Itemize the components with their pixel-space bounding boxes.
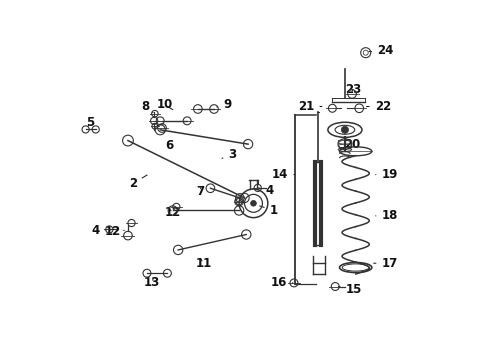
Text: 17: 17	[373, 257, 397, 270]
Text: 24: 24	[368, 44, 393, 57]
Text: 1: 1	[259, 204, 277, 217]
Text: 20: 20	[338, 138, 360, 150]
Text: 3: 3	[222, 148, 236, 161]
Circle shape	[341, 126, 348, 134]
Text: 15: 15	[338, 283, 361, 296]
Text: 9: 9	[216, 98, 231, 111]
Text: 5: 5	[86, 116, 94, 129]
Circle shape	[250, 201, 256, 206]
Text: 6: 6	[165, 139, 174, 152]
Text: 8: 8	[141, 100, 153, 113]
Text: 21: 21	[298, 100, 321, 113]
Text: 22: 22	[366, 100, 390, 113]
Text: 2: 2	[128, 175, 147, 190]
Text: 19: 19	[375, 168, 397, 181]
Text: 23: 23	[344, 83, 361, 96]
Text: 12: 12	[164, 207, 181, 220]
Text: 11: 11	[195, 257, 211, 270]
Text: 10: 10	[156, 98, 173, 111]
Text: 7: 7	[196, 185, 204, 198]
Text: 16: 16	[270, 276, 292, 289]
Text: 18: 18	[375, 210, 397, 222]
Text: 13: 13	[143, 276, 160, 289]
Text: 14: 14	[271, 168, 294, 181]
Text: 12: 12	[104, 225, 124, 238]
Text: 4: 4	[91, 224, 107, 238]
Text: 4: 4	[258, 184, 273, 197]
